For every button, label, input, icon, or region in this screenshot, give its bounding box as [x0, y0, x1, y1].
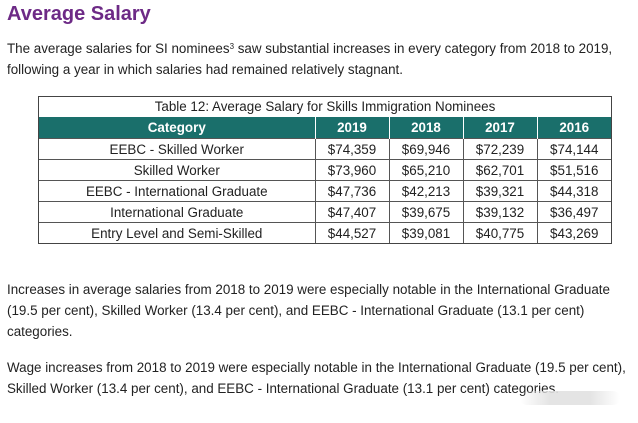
footnote-reference[interactable]: 3 [229, 42, 235, 51]
intro-text-start: The average salaries for SI nominees [7, 41, 230, 56]
salary-cell: $39,321 [462, 180, 537, 202]
column-header-category: Category [39, 117, 315, 139]
salary-cell: $47,736 [314, 180, 389, 202]
table-row: Skilled Worker $73,960 $65,210 $62,701 $… [39, 159, 611, 181]
salary-cell: $44,527 [314, 222, 389, 243]
salary-cell: $47,407 [314, 201, 389, 223]
wage-increase-paragraph: Wage increases from 2018 to 2019 were es… [7, 360, 626, 396]
watermark-overlay [520, 391, 620, 405]
salary-cell: $62,701 [462, 159, 537, 181]
salary-increase-paragraph: Increases in average salaries from 2018 … [7, 282, 610, 339]
salary-cell: $51,516 [536, 159, 611, 181]
table-caption: Table 12: Average Salary for Skills Immi… [154, 99, 496, 114]
page-title: Average Salary [7, 3, 151, 25]
salary-data-table: Category 2019 2018 2017 2016 EEBC - Skil… [39, 117, 611, 243]
salary-cell: $39,132 [462, 201, 537, 223]
salary-cell: $40,775 [462, 222, 537, 243]
table-row: Entry Level and Semi-Skilled $44,527 $39… [39, 222, 611, 243]
column-header-2016: 2016 [536, 117, 611, 139]
column-header-2019: 2019 [314, 117, 389, 139]
intro-text-end: saw substantial increases in every categ… [7, 41, 613, 77]
salary-cell: $39,675 [388, 201, 463, 223]
salary-cell: $36,497 [536, 201, 611, 223]
salary-cell: $42,213 [388, 180, 463, 202]
table-header-row: Category 2019 2018 2017 2016 [39, 117, 611, 139]
salary-cell: $44,318 [536, 180, 611, 202]
category-cell: International Graduate [39, 201, 315, 223]
salary-cell: $73,960 [314, 159, 389, 181]
table-row: EEBC - International Graduate $47,736 $4… [39, 180, 611, 202]
salary-cell: $65,210 [388, 159, 463, 181]
salary-cell: $74,144 [536, 138, 611, 160]
salary-cell: $69,946 [388, 138, 463, 160]
column-header-2017: 2017 [462, 117, 537, 139]
category-cell: EEBC - Skilled Worker [39, 138, 315, 160]
category-cell: Entry Level and Semi-Skilled [39, 222, 315, 243]
column-header-2018: 2018 [388, 117, 463, 139]
salary-table: Table 12: Average Salary for Skills Immi… [38, 96, 612, 244]
category-cell: Skilled Worker [39, 159, 315, 181]
table-row: International Graduate $47,407 $39,675 $… [39, 201, 611, 223]
salary-cell: $72,239 [462, 138, 537, 160]
salary-cell: $39,081 [388, 222, 463, 243]
intro-paragraph: The average salaries for SI nominees3 sa… [7, 38, 635, 80]
salary-cell: $74,359 [314, 138, 389, 160]
category-cell: EEBC - International Graduate [39, 180, 315, 202]
table-row: EEBC - Skilled Worker $74,359 $69,946 $7… [39, 138, 611, 160]
salary-cell: $43,269 [536, 222, 611, 243]
